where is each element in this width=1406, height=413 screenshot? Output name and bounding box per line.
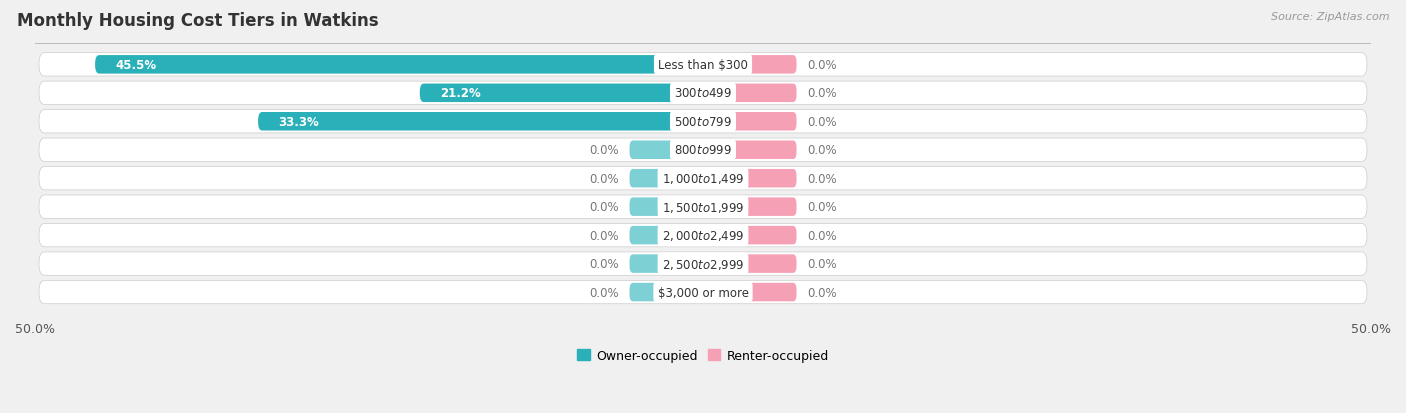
FancyBboxPatch shape [39,281,1367,304]
Text: $300 to $499: $300 to $499 [673,87,733,100]
FancyBboxPatch shape [703,226,797,245]
FancyBboxPatch shape [630,255,703,273]
FancyBboxPatch shape [39,195,1367,219]
FancyBboxPatch shape [703,283,797,301]
Legend: Owner-occupied, Renter-occupied: Owner-occupied, Renter-occupied [572,344,834,367]
FancyBboxPatch shape [39,82,1367,105]
Text: 0.0%: 0.0% [807,172,837,185]
FancyBboxPatch shape [420,84,703,103]
Text: Source: ZipAtlas.com: Source: ZipAtlas.com [1271,12,1389,22]
FancyBboxPatch shape [703,198,797,216]
Text: 0.0%: 0.0% [807,286,837,299]
FancyBboxPatch shape [630,283,703,301]
FancyBboxPatch shape [39,224,1367,247]
FancyBboxPatch shape [630,226,703,245]
Text: $800 to $999: $800 to $999 [673,144,733,157]
Text: 0.0%: 0.0% [589,144,619,157]
Text: $2,000 to $2,499: $2,000 to $2,499 [662,228,744,242]
FancyBboxPatch shape [39,167,1367,190]
FancyBboxPatch shape [39,252,1367,275]
Text: 0.0%: 0.0% [589,286,619,299]
FancyBboxPatch shape [259,113,703,131]
FancyBboxPatch shape [703,113,797,131]
Text: 0.0%: 0.0% [807,116,837,128]
Text: 0.0%: 0.0% [589,257,619,271]
FancyBboxPatch shape [630,198,703,216]
FancyBboxPatch shape [703,141,797,159]
Text: $500 to $799: $500 to $799 [673,116,733,128]
Text: Less than $300: Less than $300 [658,59,748,72]
Text: 45.5%: 45.5% [115,59,156,72]
Text: 0.0%: 0.0% [807,257,837,271]
FancyBboxPatch shape [39,54,1367,77]
Text: $2,500 to $2,999: $2,500 to $2,999 [662,257,744,271]
FancyBboxPatch shape [703,56,797,74]
Text: 33.3%: 33.3% [278,116,319,128]
Text: 0.0%: 0.0% [589,172,619,185]
Text: 0.0%: 0.0% [807,201,837,214]
FancyBboxPatch shape [96,56,703,74]
FancyBboxPatch shape [630,141,703,159]
FancyBboxPatch shape [39,110,1367,134]
Text: $3,000 or more: $3,000 or more [658,286,748,299]
Text: 0.0%: 0.0% [807,59,837,72]
Text: 0.0%: 0.0% [807,87,837,100]
Text: 0.0%: 0.0% [807,229,837,242]
Text: 0.0%: 0.0% [807,144,837,157]
Text: $1,000 to $1,499: $1,000 to $1,499 [662,172,744,186]
FancyBboxPatch shape [39,139,1367,162]
FancyBboxPatch shape [703,170,797,188]
FancyBboxPatch shape [630,170,703,188]
Text: $1,500 to $1,999: $1,500 to $1,999 [662,200,744,214]
Text: 21.2%: 21.2% [440,87,481,100]
Text: 0.0%: 0.0% [589,229,619,242]
FancyBboxPatch shape [703,255,797,273]
Text: 0.0%: 0.0% [589,201,619,214]
Text: Monthly Housing Cost Tiers in Watkins: Monthly Housing Cost Tiers in Watkins [17,12,378,30]
FancyBboxPatch shape [703,84,797,103]
